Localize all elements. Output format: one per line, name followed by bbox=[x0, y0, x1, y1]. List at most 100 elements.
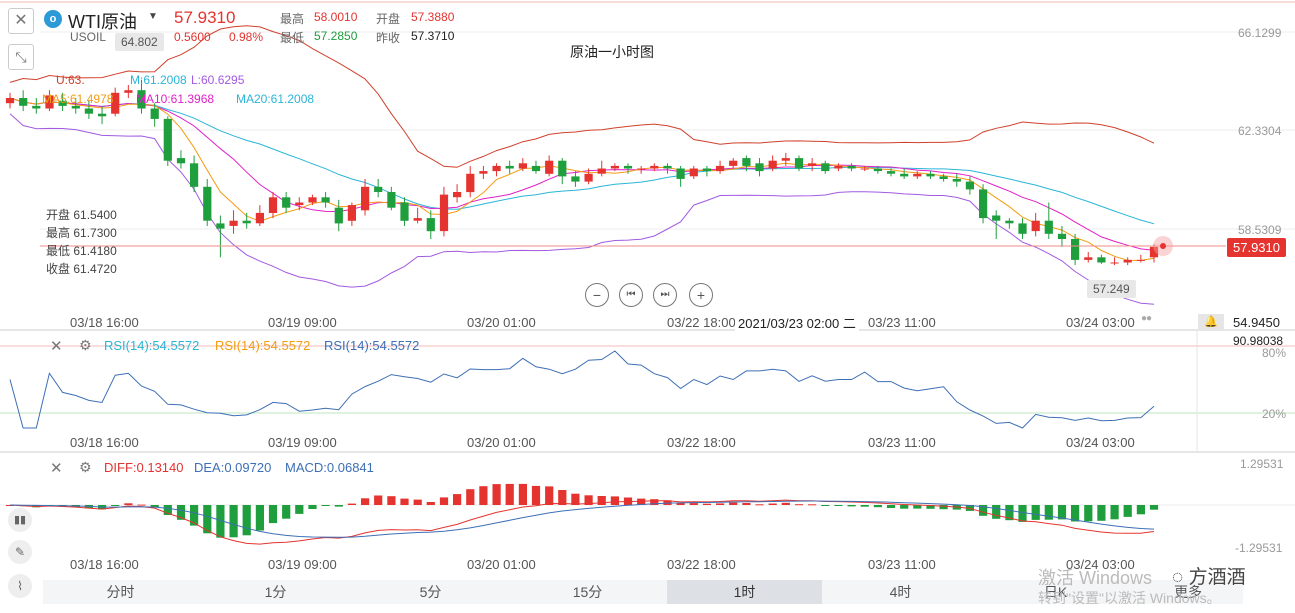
macd-bar bbox=[400, 498, 409, 505]
expand-icon[interactable]: ⤡ bbox=[8, 44, 34, 70]
macd-settings-icon[interactable]: ⚙ bbox=[79, 459, 92, 475]
candle-body bbox=[268, 197, 278, 213]
macd-dea-line bbox=[9, 500, 1155, 538]
candle-body bbox=[729, 160, 738, 166]
zoom-out-icon[interactable]: − bbox=[585, 283, 609, 307]
macd-bar bbox=[492, 484, 501, 505]
macd-bar bbox=[781, 502, 790, 505]
macd-bar bbox=[242, 505, 251, 536]
x-axis-label: 03/22 18:00 bbox=[667, 315, 736, 330]
more-dots-icon[interactable]: ●● bbox=[1141, 313, 1152, 324]
macd-bar bbox=[768, 503, 777, 505]
macd-bar bbox=[755, 504, 764, 506]
macd-bar bbox=[860, 505, 869, 507]
x-axis-label: 03/20 01:00 bbox=[467, 557, 536, 572]
candle-body bbox=[781, 158, 790, 161]
candle-body bbox=[1097, 257, 1106, 263]
timeframe-tab[interactable]: 5分 bbox=[419, 584, 442, 600]
candle-body bbox=[466, 173, 475, 193]
timeframe-tab[interactable]: 分时 bbox=[106, 584, 135, 600]
macd-bar bbox=[531, 485, 541, 505]
macd-bar bbox=[176, 505, 186, 520]
macd-bar bbox=[637, 498, 646, 505]
macd-top-value: 1.29531 bbox=[1240, 457, 1284, 471]
ma20-label: MA20:61.2008 bbox=[236, 92, 315, 106]
macd-bar bbox=[1110, 505, 1119, 520]
candle-body bbox=[255, 212, 264, 224]
candle-body bbox=[124, 90, 133, 93]
timeframe-tab[interactable]: 1时 bbox=[667, 580, 822, 604]
macd-bar bbox=[992, 505, 1001, 519]
rsi-close-icon[interactable]: ✕ bbox=[50, 338, 63, 355]
close-icon[interactable]: ✕ bbox=[8, 8, 34, 34]
candle-body bbox=[834, 165, 843, 169]
pen-icon[interactable]: ✎ bbox=[8, 540, 32, 564]
candle-body bbox=[505, 165, 514, 169]
macd-bar bbox=[453, 494, 462, 505]
timeframe-tab[interactable]: 4时 bbox=[889, 584, 912, 600]
timeframe-tab[interactable]: 15分 bbox=[572, 584, 603, 600]
step-forward-icon[interactable]: ⏭ bbox=[653, 283, 677, 307]
candle-body bbox=[992, 215, 1001, 221]
macd-bar bbox=[1136, 505, 1145, 515]
candle-body bbox=[847, 165, 856, 169]
candle-body bbox=[689, 168, 698, 177]
candle-body bbox=[1057, 233, 1067, 239]
ma20-line bbox=[9, 97, 1155, 225]
x-axis-label: 03/19 09:00 bbox=[268, 557, 337, 572]
zoom-in-icon[interactable]: + bbox=[689, 283, 713, 307]
price-change: 0.5600 bbox=[174, 30, 211, 44]
candle-body bbox=[926, 173, 935, 177]
candle-body bbox=[808, 163, 817, 166]
boll-lower-line bbox=[9, 113, 1155, 305]
ma10-line bbox=[9, 97, 1155, 251]
macd-bar bbox=[361, 498, 370, 505]
timeframe-tab[interactable]: 日K bbox=[1043, 584, 1068, 600]
candle-body bbox=[216, 223, 225, 229]
rsi-label-3: RSI(14):54.5572 bbox=[324, 338, 420, 353]
price-change-pct: 0.98% bbox=[229, 30, 264, 44]
chevron-down-icon[interactable]: ▼ bbox=[148, 11, 158, 22]
macd-bar bbox=[334, 505, 343, 507]
candle-body bbox=[98, 113, 107, 117]
x-axis-label: 03/19 09:00 bbox=[268, 435, 337, 450]
bell-icon[interactable]: 🔔 bbox=[1198, 314, 1224, 330]
watermark-settings: 转到"设置"以激活 Windows。 bbox=[1038, 590, 1221, 606]
ohlc-close: 收盘 61.4720 bbox=[46, 262, 117, 276]
candle-body bbox=[755, 163, 764, 172]
ma10-label: MA10:61.3968 bbox=[136, 92, 215, 106]
macd-close-icon[interactable]: ✕ bbox=[50, 460, 63, 477]
candle-body bbox=[400, 202, 409, 221]
ohlc-high: 最高 61.7300 bbox=[46, 226, 117, 240]
timeframe-tab[interactable]: 1分 bbox=[264, 584, 287, 600]
open-value: 57.3880 bbox=[411, 10, 455, 24]
measure-icon[interactable]: ⌇ bbox=[8, 574, 32, 598]
macd-bar bbox=[518, 483, 527, 505]
candle-body bbox=[387, 192, 396, 208]
macd-bar bbox=[479, 486, 488, 505]
candle-body bbox=[32, 105, 41, 109]
candle-body bbox=[163, 118, 172, 161]
indicator-icon[interactable]: ▮▮ bbox=[8, 508, 32, 532]
ma5-label: MA5:61.4978 bbox=[42, 92, 114, 106]
candle-body bbox=[597, 168, 606, 174]
high-value: 58.0010 bbox=[314, 10, 358, 24]
macd-bar bbox=[124, 503, 133, 505]
macd-bar bbox=[729, 502, 738, 505]
candle-body bbox=[623, 165, 633, 169]
macd-bar bbox=[979, 505, 988, 516]
ohlc-open: 开盘 61.5400 bbox=[46, 208, 117, 222]
candle-body bbox=[479, 171, 488, 174]
macd-bar bbox=[216, 505, 225, 538]
candle-body bbox=[1031, 220, 1040, 232]
macd-value-label: MACD:0.06841 bbox=[285, 460, 374, 475]
symbol-name[interactable]: WTI原油 bbox=[68, 12, 137, 32]
candle-body bbox=[334, 207, 343, 224]
step-back-icon[interactable]: ⏮ bbox=[619, 283, 643, 307]
rsi-settings-icon[interactable]: ⚙ bbox=[79, 337, 92, 353]
candle-body bbox=[150, 108, 159, 119]
low-label: 最低 bbox=[280, 31, 305, 45]
macd-bar bbox=[926, 505, 935, 509]
timeframe-tab[interactable]: 更多 bbox=[1174, 584, 1202, 600]
